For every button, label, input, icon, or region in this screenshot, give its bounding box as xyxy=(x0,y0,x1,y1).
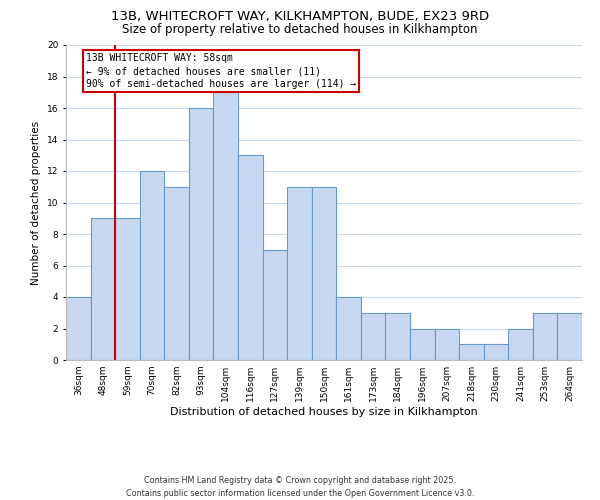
Bar xyxy=(508,328,533,360)
Bar xyxy=(140,171,164,360)
Bar xyxy=(434,328,459,360)
Bar xyxy=(164,186,189,360)
Bar xyxy=(385,313,410,360)
Bar xyxy=(410,328,434,360)
Bar xyxy=(238,155,263,360)
Text: Size of property relative to detached houses in Kilkhampton: Size of property relative to detached ho… xyxy=(122,22,478,36)
Text: 13B, WHITECROFT WAY, KILKHAMPTON, BUDE, EX23 9RD: 13B, WHITECROFT WAY, KILKHAMPTON, BUDE, … xyxy=(111,10,489,23)
Bar xyxy=(189,108,214,360)
X-axis label: Distribution of detached houses by size in Kilkhampton: Distribution of detached houses by size … xyxy=(170,407,478,417)
Bar xyxy=(459,344,484,360)
Bar xyxy=(91,218,115,360)
Bar xyxy=(115,218,140,360)
Bar xyxy=(66,297,91,360)
Bar xyxy=(557,313,582,360)
Bar xyxy=(263,250,287,360)
Bar xyxy=(336,297,361,360)
Bar xyxy=(214,92,238,360)
Bar xyxy=(484,344,508,360)
Text: 13B WHITECROFT WAY: 58sqm
← 9% of detached houses are smaller (11)
90% of semi-d: 13B WHITECROFT WAY: 58sqm ← 9% of detach… xyxy=(86,53,356,90)
Bar xyxy=(361,313,385,360)
Bar xyxy=(287,186,312,360)
Bar xyxy=(533,313,557,360)
Y-axis label: Number of detached properties: Number of detached properties xyxy=(31,120,41,284)
Bar xyxy=(312,186,336,360)
Text: Contains HM Land Registry data © Crown copyright and database right 2025.
Contai: Contains HM Land Registry data © Crown c… xyxy=(126,476,474,498)
